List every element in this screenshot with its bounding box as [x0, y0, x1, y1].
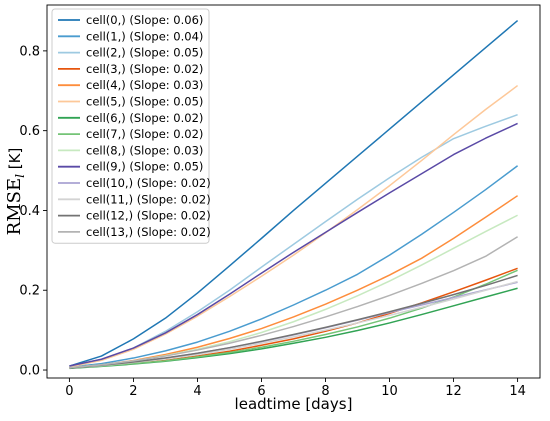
- y-tick-label: 0.8: [19, 44, 40, 59]
- legend-label: cell(3,) (Slope: 0.02): [86, 62, 203, 76]
- legend-label: cell(6,) (Slope: 0.02): [86, 111, 203, 125]
- legend-label: cell(13,) (Slope: 0.02): [86, 225, 211, 239]
- plot-lines: [69, 19, 519, 370]
- y-tick-label: 0.4: [19, 204, 40, 219]
- y-axis-title: RMSEl [K]: [4, 148, 27, 236]
- y-tick-label: 0.0: [19, 364, 40, 379]
- legend-label: cell(12,) (Slope: 0.02): [86, 209, 211, 223]
- series-line-13: [69, 236, 518, 369]
- y-tick-label: 0.6: [19, 124, 40, 139]
- legend-label: cell(5,) (Slope: 0.05): [86, 95, 203, 109]
- legend-label: cell(10,) (Slope: 0.02): [86, 176, 211, 190]
- x-tick-label: 12: [445, 384, 462, 399]
- plot-frame: [46, 4, 541, 379]
- legend-label: cell(8,) (Slope: 0.03): [86, 143, 203, 157]
- x-tick-label: 8: [321, 384, 329, 399]
- series-line-1: [69, 165, 519, 368]
- x-tick-label: 14: [509, 384, 526, 399]
- y-axis-title-unit: [K]: [6, 148, 24, 174]
- legend-box: [51, 8, 210, 244]
- x-tick-label: 2: [129, 384, 137, 399]
- x-tick-label: 10: [381, 384, 398, 399]
- x-tick-label: 6: [257, 384, 265, 399]
- y-axis-title-main: RMSE: [4, 178, 25, 235]
- x-tick-label: 4: [193, 384, 201, 399]
- legend-label: cell(7,) (Slope: 0.02): [86, 127, 203, 141]
- legend-label: cell(1,) (Slope: 0.04): [86, 29, 203, 43]
- series-line-0: [69, 19, 519, 367]
- y-tick-label: 0.2: [19, 284, 40, 299]
- legend-label: cell(4,) (Slope: 0.03): [86, 78, 203, 92]
- legend-label: cell(0,) (Slope: 0.06): [86, 13, 203, 27]
- y-axis-title-subscript: l: [13, 174, 27, 178]
- legend-label: cell(9,) (Slope: 0.05): [86, 160, 203, 174]
- series-line-5: [69, 84, 519, 368]
- series-line-9: [69, 122, 518, 367]
- legend-label: cell(2,) (Slope: 0.05): [86, 46, 203, 60]
- x-axis-title: leadtime [days]: [235, 395, 353, 413]
- legend-label: cell(11,) (Slope: 0.02): [86, 192, 211, 206]
- axes: 0 2 4 6 8 10 12 14 0.0 0.2 0.4 0.6 0.8: [19, 4, 541, 399]
- x-tick-label: 0: [65, 384, 73, 399]
- series-line-7: [69, 269, 518, 369]
- legend: cell(0,) (Slope: 0.06) cell(1,) (Slope: 0…: [51, 8, 211, 244]
- series-line-12: [69, 274, 518, 369]
